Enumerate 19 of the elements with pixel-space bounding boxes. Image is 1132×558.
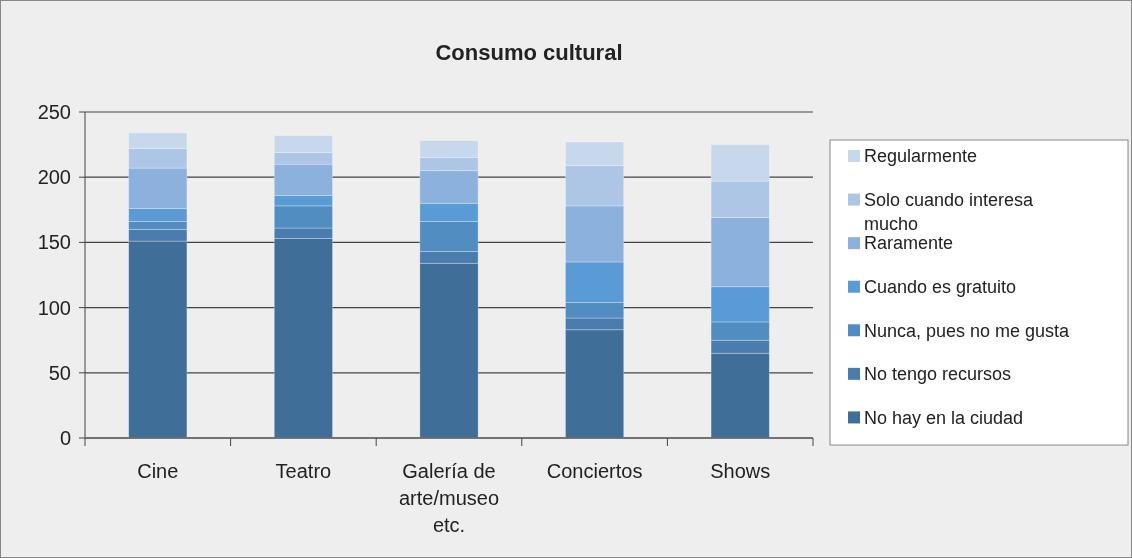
legend-label: Solo cuando interesa mucho — [864, 189, 1035, 234]
legend-label: Nunca, pues no me gusta — [864, 320, 1071, 341]
legend-label: Cuando es gratuito — [864, 277, 1017, 298]
y-tick-label: 0 — [59, 427, 71, 449]
x-tick-label: Teatro — [275, 460, 332, 482]
x-tick-label: Cine — [137, 460, 179, 482]
y-tick-label: 50 — [48, 361, 71, 384]
x-tick-label: Galería de arte/museo etc. — [398, 460, 500, 536]
x-tick-label: Conciertos — [546, 460, 643, 482]
legend-label: Raramente — [864, 233, 954, 254]
x-tick-label: Shows — [710, 460, 771, 482]
legend-label: No tengo recursos — [864, 364, 1012, 385]
legend-label: Regularmente — [864, 146, 978, 167]
chart-title: Consumo cultural — [435, 40, 623, 65]
y-tick-label: 200 — [37, 166, 71, 189]
y-tick-label: 150 — [37, 231, 71, 254]
legend-label: No hay en la ciudad — [864, 407, 1024, 428]
y-tick-label: 250 — [37, 101, 71, 123]
y-tick-label: 100 — [37, 296, 71, 319]
